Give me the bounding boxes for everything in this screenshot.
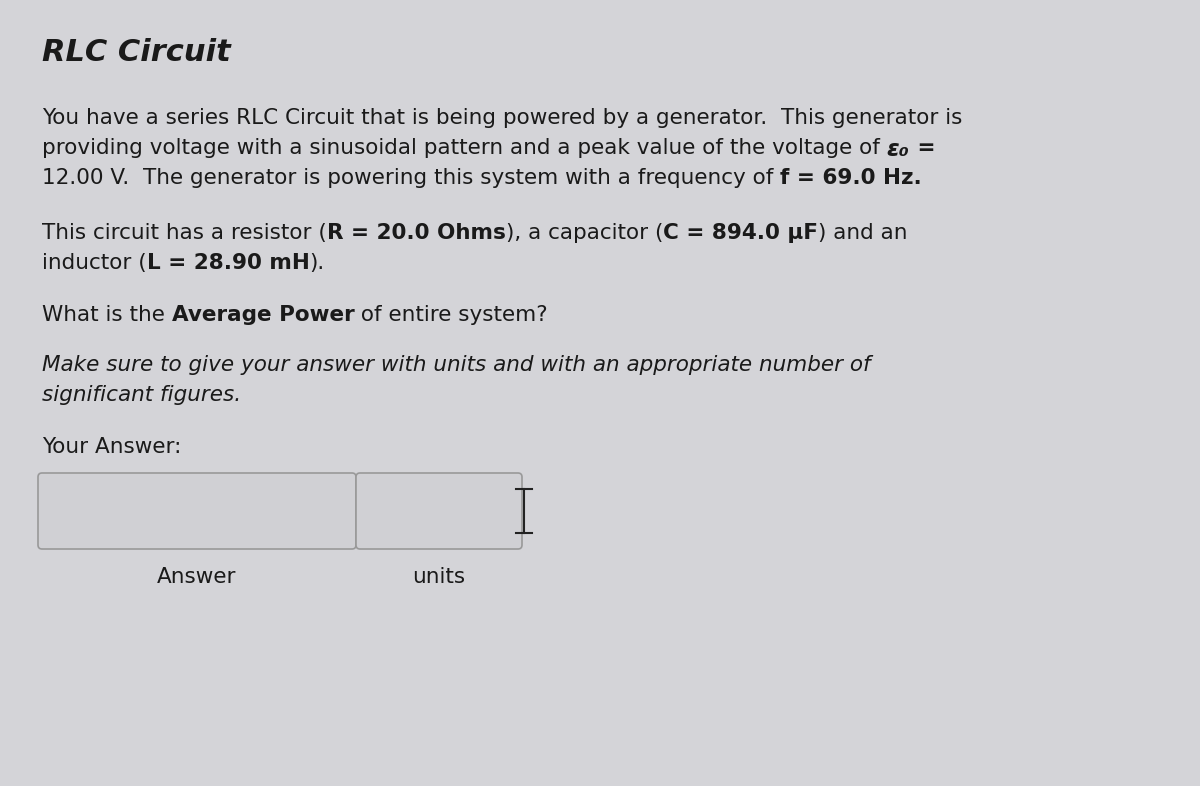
- Text: of entire system?: of entire system?: [354, 305, 548, 325]
- Text: C = 894.0 μF: C = 894.0 μF: [662, 223, 818, 243]
- Text: =: =: [910, 138, 935, 158]
- Text: Average Power: Average Power: [172, 305, 354, 325]
- Text: f = 69.0 Hz.: f = 69.0 Hz.: [780, 168, 922, 188]
- Text: Answer: Answer: [157, 567, 236, 587]
- Text: L = 28.90 mH: L = 28.90 mH: [146, 253, 310, 273]
- Text: You have a series RLC Circuit that is being powered by a generator.  This genera: You have a series RLC Circuit that is be…: [42, 108, 962, 128]
- Text: What is the: What is the: [42, 305, 172, 325]
- FancyBboxPatch shape: [38, 473, 356, 549]
- Text: providing voltage with a sinusoidal pattern and a peak value of the voltage of: providing voltage with a sinusoidal patt…: [42, 138, 887, 158]
- Text: ).: ).: [310, 253, 325, 273]
- Text: 12.00 V.  The generator is powering this system with a frequency of: 12.00 V. The generator is powering this …: [42, 168, 780, 188]
- Text: significant figures.: significant figures.: [42, 385, 241, 405]
- Text: ) and an: ) and an: [818, 223, 907, 243]
- Text: This circuit has a resistor (: This circuit has a resistor (: [42, 223, 326, 243]
- FancyBboxPatch shape: [356, 473, 522, 549]
- Text: R = 20.0 Ohms: R = 20.0 Ohms: [326, 223, 505, 243]
- Text: inductor (: inductor (: [42, 253, 146, 273]
- Text: ε₀: ε₀: [887, 138, 910, 161]
- Text: ), a capacitor (: ), a capacitor (: [505, 223, 662, 243]
- Text: Make sure to give your answer with units and with an appropriate number of: Make sure to give your answer with units…: [42, 355, 871, 375]
- Text: units: units: [413, 567, 466, 587]
- Text: Your Answer:: Your Answer:: [42, 437, 181, 457]
- Text: RLC Circuit: RLC Circuit: [42, 38, 230, 67]
